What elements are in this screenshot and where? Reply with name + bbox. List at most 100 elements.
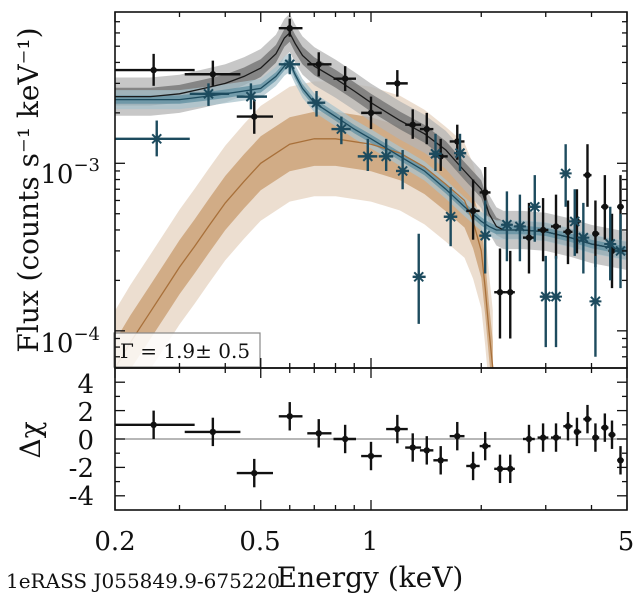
- data-teal-point: [577, 202, 590, 274]
- residual-point: [537, 423, 549, 452]
- residual-point: [236, 458, 273, 488]
- data-black-marker: [592, 230, 599, 237]
- res-tick-minus4: -4: [69, 482, 94, 512]
- residual-marker: [525, 435, 533, 443]
- data-teal-point: [454, 133, 467, 171]
- data-teal-point: [528, 175, 541, 242]
- data-black-point: [601, 175, 609, 240]
- x-axis-title: Energy (keV): [277, 561, 464, 594]
- residual-marker: [608, 431, 616, 438]
- data-teal-marker: [396, 164, 409, 177]
- data-teal-point: [307, 91, 326, 117]
- residual-marker: [209, 428, 217, 436]
- residual-point: [115, 410, 195, 439]
- total-model-teal-line: [115, 61, 627, 252]
- data-black-marker: [507, 289, 514, 296]
- data-teal-marker: [380, 150, 393, 163]
- residual-marker: [286, 413, 293, 420]
- residual-marker: [564, 423, 572, 430]
- residual-point: [386, 414, 408, 444]
- data-black-marker: [286, 25, 293, 32]
- data-black-point: [236, 99, 273, 134]
- photon-index-box: Γ = 1.9± 0.5: [113, 332, 261, 368]
- data-black-point: [278, 18, 303, 37]
- source-name: 1eRASS J055849.9-675220: [6, 569, 280, 593]
- data-teal-marker: [444, 210, 457, 223]
- data-black-point: [537, 198, 549, 262]
- data-black-marker: [341, 75, 349, 82]
- data-teal-marker: [150, 132, 163, 145]
- residual-marker: [539, 434, 547, 441]
- residual-marker: [617, 457, 624, 464]
- residual-point: [419, 436, 434, 465]
- x-tick-0-5: 0.5: [239, 527, 280, 557]
- residual-point: [449, 421, 465, 451]
- data-teal-point: [550, 255, 563, 348]
- data-black-point: [307, 52, 332, 77]
- data-black-marker: [496, 289, 504, 296]
- data-teal-point: [378, 138, 394, 171]
- data-teal-marker: [479, 229, 492, 242]
- residual-marker: [409, 444, 416, 451]
- data-teal-point: [589, 255, 602, 357]
- data-teal-point: [559, 144, 572, 207]
- data-teal-point: [500, 191, 513, 262]
- data-black-marker: [409, 121, 416, 128]
- residual-point: [601, 413, 609, 442]
- data-teal-marker: [202, 87, 215, 100]
- data-black-marker: [315, 61, 322, 68]
- data-teal-point: [539, 255, 552, 348]
- data-teal-marker: [500, 218, 513, 231]
- data-teal-point: [395, 150, 410, 190]
- data-black-marker: [251, 113, 258, 120]
- source-model-brown-inner-band: [115, 111, 493, 368]
- data-teal-marker: [361, 150, 374, 163]
- model-lines: [115, 31, 627, 368]
- data-black-marker: [469, 207, 477, 215]
- res-tick-2: 2: [77, 398, 94, 428]
- data-black-marker: [584, 171, 591, 179]
- data-teal-point: [513, 194, 526, 262]
- data-teal-marker: [550, 290, 563, 303]
- residual-marker: [552, 434, 560, 441]
- residual-point: [466, 451, 480, 481]
- data-teal-point: [115, 120, 190, 157]
- residual-marker: [423, 447, 430, 454]
- residual-point: [617, 446, 624, 475]
- data-teal-point: [443, 187, 458, 247]
- source-model-brown-line: [115, 138, 494, 368]
- y-tick-1e-3: 10−3: [40, 155, 100, 190]
- residual-point: [278, 402, 303, 431]
- data-black-point: [505, 250, 515, 339]
- data-black-marker: [423, 125, 430, 133]
- residual-marker: [437, 457, 444, 464]
- data-teal-point: [189, 83, 230, 106]
- residual-point: [592, 423, 600, 452]
- data-black-point: [466, 179, 480, 240]
- residual-marker: [454, 432, 461, 440]
- data-teal-marker: [577, 231, 590, 244]
- x-tick-1: 1: [362, 527, 379, 557]
- spectrum-points: [115, 18, 627, 357]
- residual-marker: [601, 424, 609, 431]
- x-tick-5: 5: [618, 527, 635, 557]
- residual-point: [573, 417, 582, 447]
- residual-marker: [573, 428, 581, 436]
- res-tick-0: 0: [77, 426, 94, 456]
- data-black-point: [494, 248, 506, 339]
- residual-point: [608, 420, 616, 449]
- data-teal-marker: [539, 290, 552, 303]
- data-black-point: [361, 96, 382, 130]
- data-teal-marker: [513, 220, 526, 233]
- data-black-marker: [367, 109, 375, 117]
- residual-marker: [341, 435, 349, 443]
- data-black-marker: [150, 66, 157, 74]
- residual-point: [405, 433, 422, 462]
- data-teal-point: [357, 138, 378, 171]
- data-teal-marker: [614, 244, 627, 257]
- residual-marker: [315, 430, 322, 437]
- data-teal-point: [479, 200, 492, 274]
- residual-marker: [584, 415, 591, 423]
- y-axis-title: Flux (counts s⁻¹ keV⁻¹): [12, 27, 45, 352]
